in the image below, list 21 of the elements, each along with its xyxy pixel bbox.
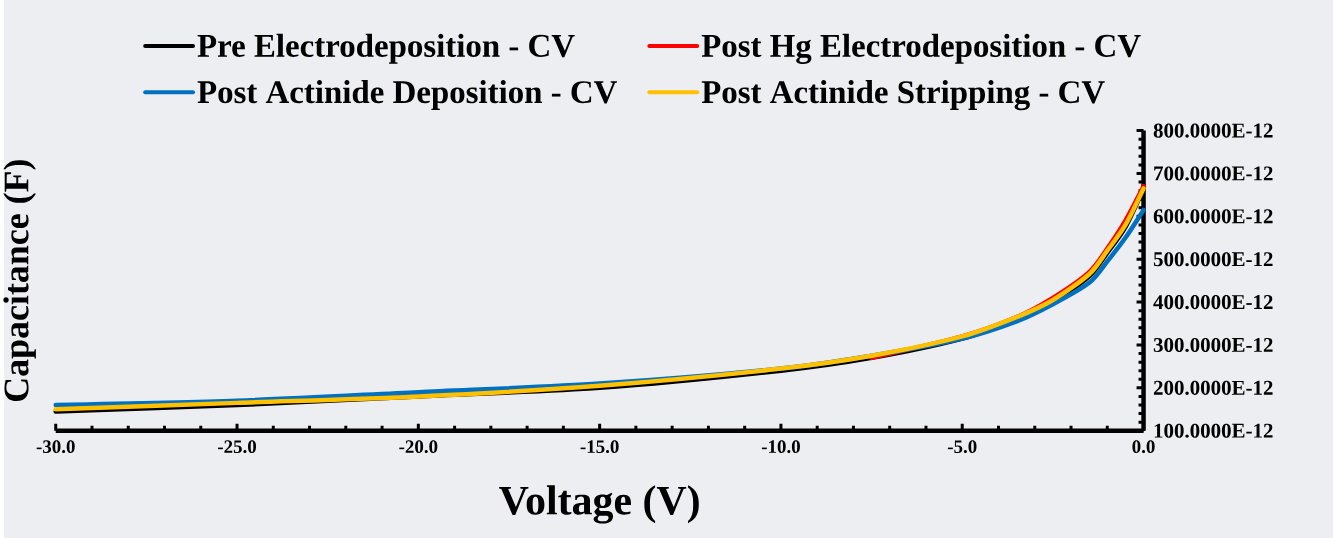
x-tick-label: 0.0 — [1132, 440, 1155, 453]
x-tick-label: -5.0 — [947, 440, 977, 453]
legend-label: Pre Electrodeposition - CV — [197, 33, 575, 64]
legend-label: Post Actinide Deposition - CV — [197, 79, 618, 110]
y-tick-label: 200.0000E-12 — [1153, 380, 1273, 395]
x-tick-label: -25.0 — [217, 440, 257, 453]
y-tick-label: 700.0000E-12 — [1154, 166, 1273, 181]
y-tick-label: 100.0000E-12 — [1154, 423, 1273, 438]
x-tick-label: -30.0 — [36, 440, 75, 453]
x-tick-label: -15.0 — [580, 440, 619, 453]
y-tick-label: 500.0000E-12 — [1153, 251, 1273, 267]
y-tick-label: 800.0000E-12 — [1153, 123, 1273, 138]
x-axis-title: Voltage (V) — [499, 485, 699, 524]
legend-label: Post Hg Electrodeposition - CV — [701, 33, 1141, 64]
y-tick-label: 400.0000E-12 — [1153, 294, 1273, 310]
y-axis-title: Capacitance (F) — [3, 159, 36, 401]
y-tick-label: 300.0000E-12 — [1153, 337, 1273, 352]
x-tick-label: -20.0 — [399, 440, 438, 453]
y-tick-label: 600.0000E-12 — [1153, 209, 1273, 224]
legend-label: Post Actinide Stripping - CV — [701, 79, 1105, 110]
x-tick-label: -10.0 — [761, 440, 800, 453]
